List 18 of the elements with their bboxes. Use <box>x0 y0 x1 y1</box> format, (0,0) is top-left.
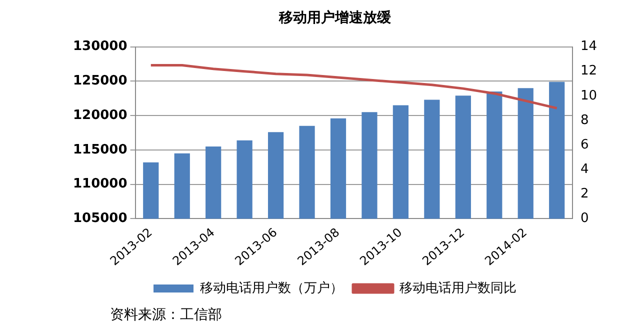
y2-tick-label: 4 <box>580 162 589 177</box>
y-tick-label: 125000 <box>72 74 128 89</box>
y-tick-label: 115000 <box>72 142 128 158</box>
y2-tick-label: 2 <box>580 186 589 202</box>
y-tick-label: 120000 <box>72 108 128 123</box>
y2-tick-label: 14 <box>580 39 598 54</box>
legend-label: 移动电话用户数同比 <box>400 280 516 296</box>
text: 资料来源：工信部 <box>110 306 222 324</box>
y2-tick-label: 0 <box>580 211 589 226</box>
chart-title: 移动用户增速放缓 <box>278 9 392 26</box>
y2-tick-label: 10 <box>580 88 598 104</box>
y-tick-label: 105000 <box>72 211 128 226</box>
legend-label: 移动电话用户数（万户） <box>200 280 343 296</box>
y2-tick-label: 6 <box>580 137 589 152</box>
y-tick-label: 110000 <box>72 176 128 192</box>
y2-tick-label: 12 <box>580 64 598 79</box>
y2-tick-label: 8 <box>580 112 589 128</box>
y-tick-label: 130000 <box>72 39 128 54</box>
